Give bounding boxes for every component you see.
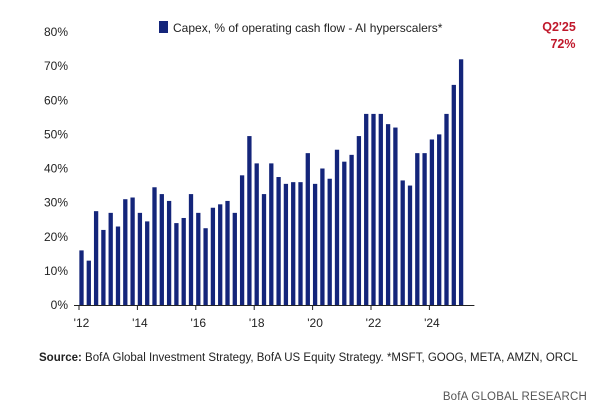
brand-footer: BofA GLOBAL RESEARCH xyxy=(442,391,587,403)
x-tick-label: '14 xyxy=(132,316,148,330)
source-label: Source: xyxy=(39,352,82,364)
bar xyxy=(261,194,267,305)
y-axis-ticks: 0% 10% 20% 30% 40% 50% 60% 70% 80% xyxy=(44,25,68,312)
bar xyxy=(451,84,456,305)
y-tick-label: 50% xyxy=(44,127,68,141)
bar xyxy=(232,212,237,305)
x-tick-label: '16 xyxy=(190,316,206,330)
bar xyxy=(254,163,259,305)
bar xyxy=(196,212,201,305)
bar xyxy=(407,185,413,305)
y-tick-label: 0% xyxy=(51,298,69,312)
source-note: Source: BofA Global Investment Strategy,… xyxy=(39,349,599,367)
bar xyxy=(334,149,340,305)
y-tick-label: 70% xyxy=(44,59,68,73)
bar xyxy=(166,200,172,305)
bar xyxy=(312,183,318,305)
bar xyxy=(378,113,383,306)
legend-label: Capex, % of operating cash flow - AI hyp… xyxy=(173,21,443,35)
bar xyxy=(188,194,194,305)
bar xyxy=(247,136,252,305)
y-tick-label: 40% xyxy=(44,162,68,176)
bar xyxy=(320,168,325,305)
bar xyxy=(276,177,281,305)
bar xyxy=(422,153,427,305)
bar xyxy=(385,124,391,305)
bars xyxy=(79,59,464,306)
x-tick-label: '18 xyxy=(249,316,265,330)
x-tick-label: '20 xyxy=(307,316,323,330)
bar xyxy=(458,59,464,305)
bar xyxy=(283,183,289,305)
bar xyxy=(437,134,442,306)
legend-swatch xyxy=(159,21,168,33)
bar xyxy=(137,212,143,305)
y-tick-label: 60% xyxy=(44,93,68,107)
bar xyxy=(210,207,216,305)
bar xyxy=(356,136,362,305)
bar xyxy=(174,223,179,305)
legend: Capex, % of operating cash flow - AI hyp… xyxy=(159,21,443,35)
y-tick-label: 30% xyxy=(44,196,68,210)
bar xyxy=(108,212,113,305)
bar xyxy=(79,250,84,305)
bar xyxy=(269,163,274,305)
bar xyxy=(429,139,435,305)
y-tick-label: 80% xyxy=(44,25,68,39)
bar xyxy=(400,180,405,305)
bar xyxy=(101,229,106,305)
y-tick-label: 10% xyxy=(44,264,68,278)
bar xyxy=(349,154,354,305)
bar xyxy=(203,228,208,305)
bar xyxy=(181,217,186,305)
bar xyxy=(291,182,296,305)
annotation-period: Q2'25 xyxy=(542,20,576,34)
x-tick-label: '24 xyxy=(424,316,440,330)
bar xyxy=(152,187,157,305)
bar xyxy=(342,161,347,305)
annotation-value: 72% xyxy=(550,37,575,51)
bar xyxy=(239,175,245,305)
bar xyxy=(123,199,128,305)
bar xyxy=(415,153,420,305)
bar xyxy=(93,211,99,305)
bar xyxy=(444,113,449,306)
bar xyxy=(86,260,91,305)
bar xyxy=(371,113,376,306)
bar xyxy=(159,194,164,305)
capex-bar-chart: 0%10%20%30%40%50%60%70%80% '12'14'16'18 '… xyxy=(44,20,576,330)
bar xyxy=(145,221,150,305)
bar xyxy=(327,178,332,305)
bar xyxy=(298,182,303,305)
source-text: BofA Global Investment Strategy, BofA US… xyxy=(81,352,578,364)
x-tick-label: '12 xyxy=(74,316,90,330)
bar xyxy=(218,204,223,305)
bar xyxy=(130,197,135,305)
bar xyxy=(305,153,310,305)
bar xyxy=(393,127,398,305)
x-tick-label: '22 xyxy=(366,316,382,330)
x-axis-ticks: '12 '14 '16 '18 '20 '22 '24 xyxy=(74,305,440,330)
bar xyxy=(225,200,230,305)
bar xyxy=(364,113,369,306)
bar xyxy=(115,226,121,305)
y-tick-label: 20% xyxy=(44,230,68,244)
